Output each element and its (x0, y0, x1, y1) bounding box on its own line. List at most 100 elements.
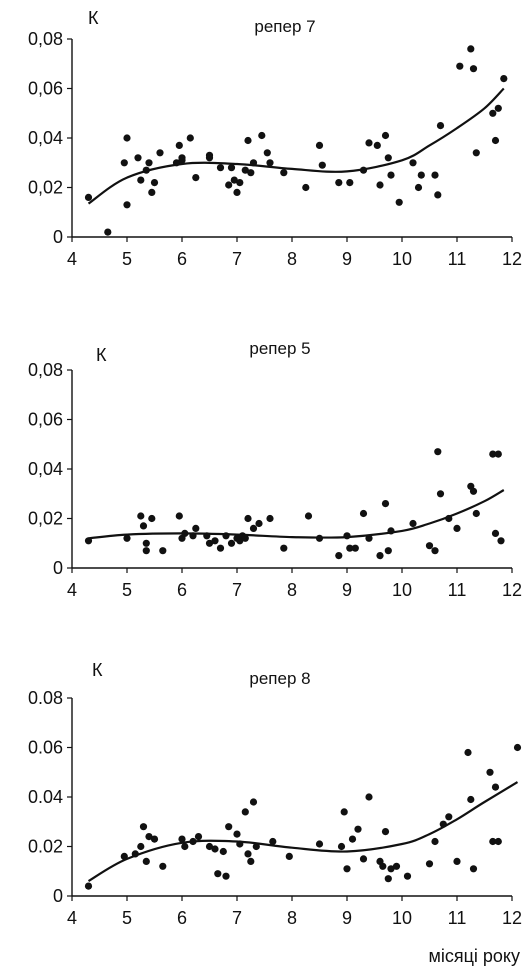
x-tick-label: 12 (502, 908, 522, 928)
data-point (425, 542, 434, 550)
data-point (123, 534, 131, 542)
y-tick-label: 0,08 (28, 360, 63, 380)
data-point (335, 552, 343, 560)
data-point (469, 65, 478, 73)
y-tick-label: 0.02 (28, 837, 63, 857)
data-point (230, 176, 238, 184)
data-point (315, 534, 324, 542)
data-point (436, 122, 445, 130)
data-point (280, 544, 288, 552)
data-point (247, 169, 255, 177)
data-point (137, 176, 145, 184)
y-axis-label: К (92, 660, 103, 680)
data-point (233, 830, 241, 838)
data-point (376, 181, 384, 189)
data-point (431, 171, 439, 179)
chart-title: репер 5 (249, 339, 310, 358)
data-point (337, 842, 346, 851)
data-point (489, 450, 497, 458)
x-tick-label: 9 (342, 908, 352, 928)
data-point (123, 134, 131, 142)
data-point (456, 62, 464, 70)
x-tick-label: 7 (232, 249, 242, 269)
data-point (181, 529, 189, 538)
data-point (425, 860, 434, 868)
data-point (354, 825, 362, 833)
data-point (142, 547, 150, 555)
data-point (494, 837, 502, 846)
data-point (159, 862, 167, 870)
data-point (222, 872, 230, 880)
data-point (120, 852, 128, 861)
data-point (340, 808, 348, 816)
x-tick-label: 4 (67, 580, 77, 600)
data-point (249, 159, 258, 167)
x-tick-label: 10 (392, 908, 412, 928)
data-point (351, 544, 359, 552)
data-point (134, 154, 142, 162)
data-point (181, 842, 189, 851)
data-point (175, 141, 183, 149)
data-point (175, 512, 183, 520)
x-tick-label: 4 (67, 249, 77, 269)
data-point (434, 191, 442, 199)
data-point (137, 512, 145, 520)
data-point (178, 156, 186, 164)
data-point (203, 532, 211, 540)
data-point (194, 833, 203, 841)
data-point (381, 131, 390, 140)
y-axis-label: К (88, 8, 99, 28)
data-point (241, 534, 249, 542)
data-point (236, 179, 244, 187)
data-point (445, 813, 453, 821)
data-point (222, 532, 230, 540)
data-point (244, 514, 252, 523)
data-point (139, 823, 148, 831)
data-point (431, 547, 439, 555)
data-point (214, 870, 222, 878)
data-point (376, 552, 384, 560)
data-point (263, 149, 271, 157)
data-point (489, 109, 497, 117)
x-tick-label: 9 (342, 249, 352, 269)
y-tick-label: 0,02 (28, 509, 63, 529)
x-tick-label: 5 (122, 580, 132, 600)
data-point (247, 857, 255, 866)
chart-panel-reper-8: 0 0.02 0.04 0.06 0.08 4 5 6 7 8 9 10 11 12 репер 8 К (28, 660, 522, 928)
data-point (318, 161, 326, 169)
data-point (236, 840, 244, 848)
data-point (189, 532, 197, 540)
data-point (343, 532, 351, 540)
data-point (302, 183, 310, 192)
data-point (434, 448, 442, 456)
data-point (453, 524, 461, 533)
data-point (156, 149, 164, 157)
data-point (384, 875, 392, 883)
data-point (494, 104, 502, 112)
data-point (467, 795, 475, 804)
data-point (219, 847, 227, 856)
x-tick-label: 8 (287, 580, 297, 600)
data-point (497, 537, 505, 545)
x-tick-label: 5 (122, 908, 132, 928)
x-tick-label: 7 (232, 908, 242, 928)
data-point (150, 835, 159, 843)
data-point (137, 842, 145, 851)
data-point (84, 537, 93, 545)
x-tick-label: 8 (287, 908, 297, 928)
y-tick-label: 0,08 (28, 29, 63, 49)
data-point (469, 865, 478, 873)
x-tick-label: 11 (448, 249, 467, 269)
x-tick-label: 7 (232, 580, 242, 600)
data-point (241, 166, 249, 174)
data-point (491, 529, 500, 538)
y-tick-label: 0 (53, 227, 63, 247)
data-point (346, 544, 354, 552)
data-point (384, 547, 392, 555)
x-tick-label: 8 (287, 249, 297, 269)
data-point (186, 134, 194, 142)
data-point (409, 519, 417, 528)
data-point (315, 141, 324, 149)
data-point (145, 833, 153, 841)
